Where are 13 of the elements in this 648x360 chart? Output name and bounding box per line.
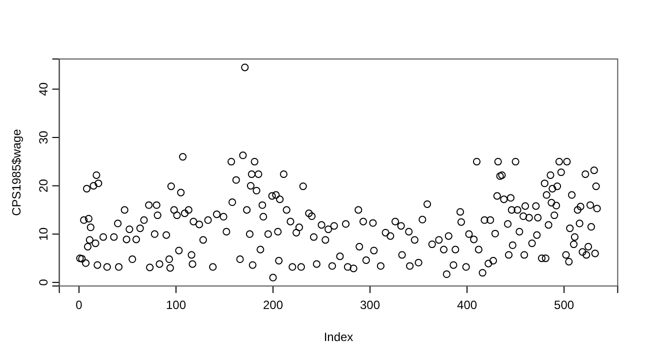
x-tick-label: 500	[554, 298, 574, 312]
y-axis-title: CPS1985$wage	[9, 128, 24, 216]
x-tick-label: 200	[263, 298, 284, 312]
y-tick-label: 0	[36, 278, 50, 286]
y-tick-label: 40	[36, 82, 50, 96]
x-tick-label: 300	[360, 298, 380, 312]
x-axis-title: Index	[324, 330, 354, 344]
y-tick-label: 10	[36, 227, 50, 241]
y-tick-label: 30	[36, 130, 50, 144]
x-tick-label: 100	[166, 298, 186, 312]
x-tick-label: 0	[76, 298, 83, 312]
x-tick-label: 400	[457, 298, 478, 312]
y-tick-label: 20	[36, 178, 50, 192]
